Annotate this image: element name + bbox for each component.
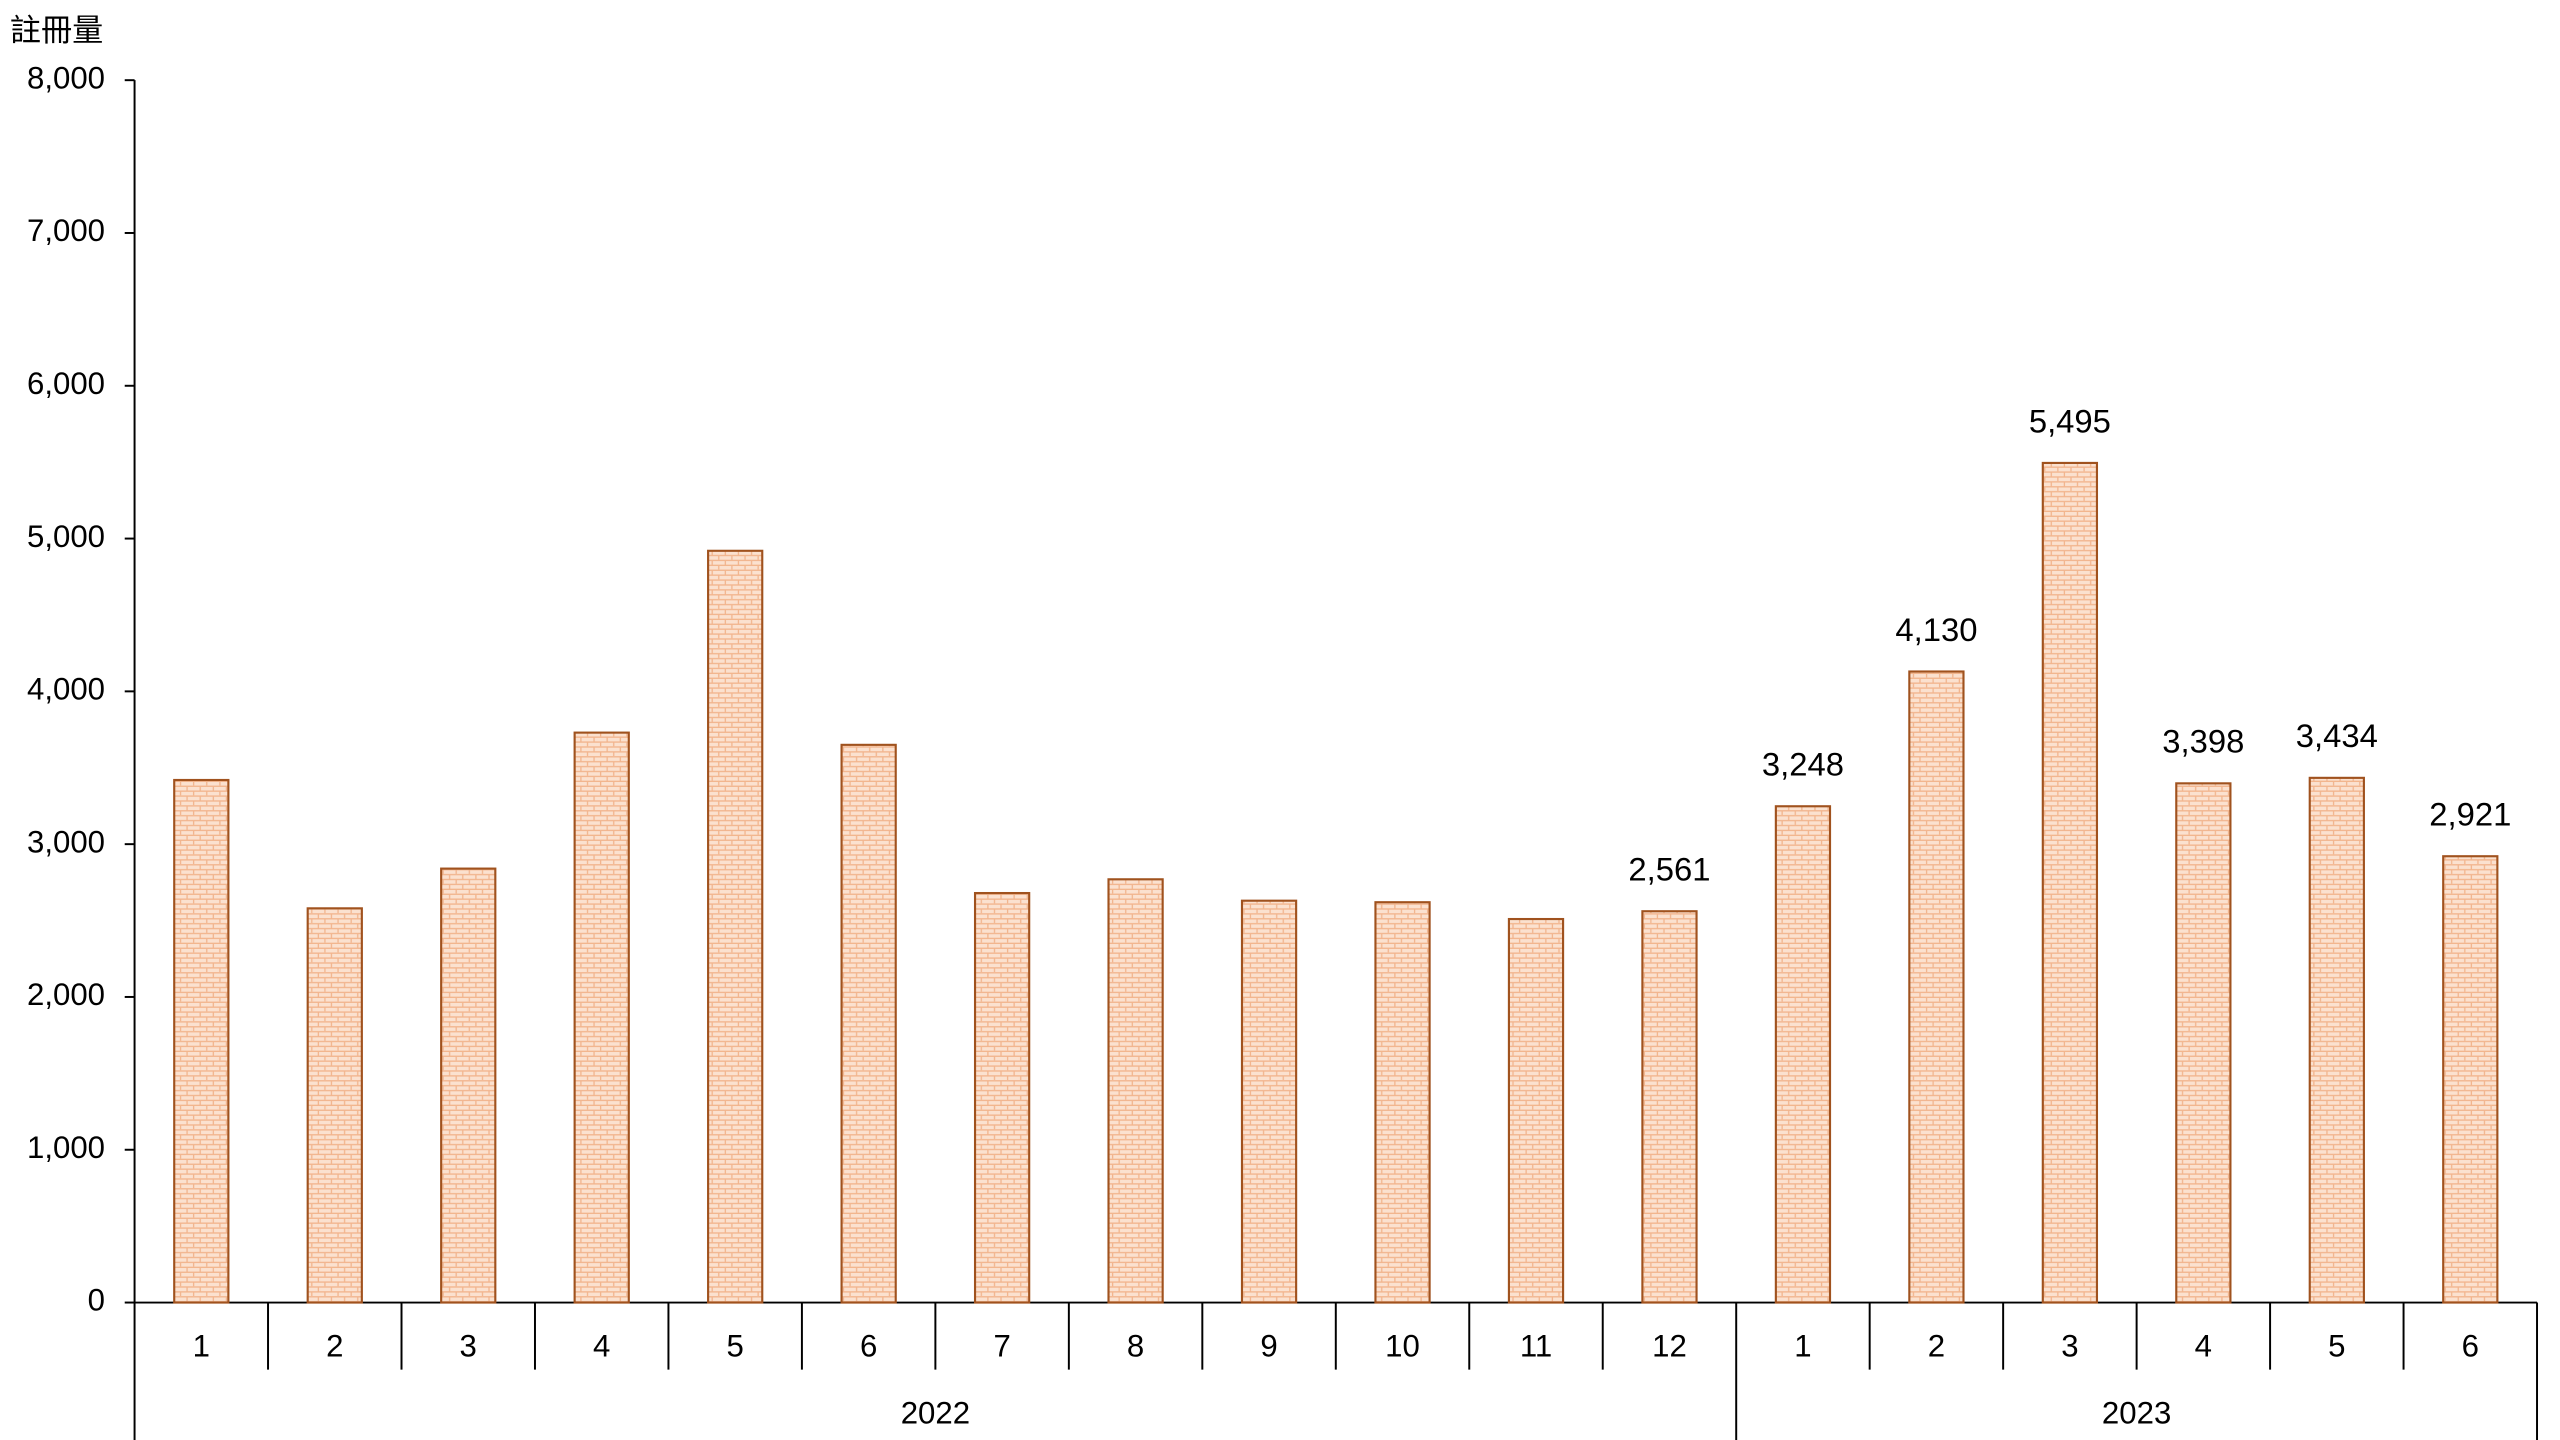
x-tick-label: 9: [1260, 1329, 1277, 1364]
bar: [840, 743, 897, 1304]
value-label: 3,248: [1762, 746, 1844, 783]
bar: [440, 867, 497, 1304]
bar: [1774, 805, 1832, 1304]
bar: [1908, 670, 1965, 1304]
bar: [2041, 461, 2099, 1304]
y-tick-label: 6,000: [27, 366, 105, 401]
bar: [1641, 910, 1698, 1304]
x-tick-label: 1: [193, 1329, 210, 1364]
bar: [1240, 899, 1298, 1304]
y-tick-label: 7,000: [27, 213, 105, 248]
value-label: 2,921: [2429, 796, 2511, 833]
x-tick-label: 11: [1520, 1329, 1552, 1364]
value-label: 3,398: [2162, 723, 2244, 760]
bar: [573, 731, 630, 1304]
x-tick-label: 2: [1928, 1329, 1945, 1364]
value-label: 3,434: [2296, 717, 2378, 754]
x-tick-label: 8: [1127, 1329, 1144, 1364]
bar: [973, 891, 1031, 1304]
x-tick-label: 6: [860, 1329, 877, 1364]
value-label: 2,561: [1628, 851, 1710, 888]
y-tick-label: 5,000: [27, 519, 105, 554]
bar: [306, 907, 363, 1304]
x-tick-label: 2: [326, 1329, 343, 1364]
x-tick-label: 1: [1794, 1329, 1811, 1364]
y-tick-label: 1,000: [27, 1130, 105, 1165]
value-label: 5,495: [2029, 402, 2111, 439]
x-tick-label: 5: [2328, 1329, 2345, 1364]
bar: [2175, 782, 2232, 1304]
x-tick-label: 4: [593, 1329, 610, 1364]
value-label: 4,130: [1895, 611, 1977, 648]
group-label: 2023: [2102, 1396, 2171, 1431]
x-tick-label: 12: [1652, 1329, 1687, 1364]
y-tick-label: 8,000: [27, 60, 105, 95]
x-tick-label: 6: [2462, 1329, 2479, 1364]
bar: [173, 778, 230, 1304]
y-tick-label: 3,000: [27, 824, 105, 859]
y-tick-label: 2,000: [27, 977, 105, 1012]
group-label: 2022: [901, 1396, 970, 1431]
bar: [707, 549, 764, 1304]
y-tick-label: 4,000: [27, 672, 105, 707]
bar: [2308, 776, 2365, 1304]
y-tick-label: 0: [88, 1283, 105, 1318]
bar: [1507, 917, 1565, 1304]
x-tick-label: 3: [2061, 1329, 2078, 1364]
x-tick-label: 3: [460, 1329, 477, 1364]
x-tick-label: 10: [1385, 1329, 1420, 1364]
y-axis-title: 註冊量: [10, 13, 104, 48]
x-tick-label: 5: [727, 1329, 744, 1364]
x-tick-label: 4: [2195, 1329, 2212, 1364]
bar: [2442, 855, 2499, 1304]
bar: [1374, 901, 1431, 1304]
x-tick-label: 7: [993, 1329, 1010, 1364]
bar: [1107, 878, 1164, 1304]
